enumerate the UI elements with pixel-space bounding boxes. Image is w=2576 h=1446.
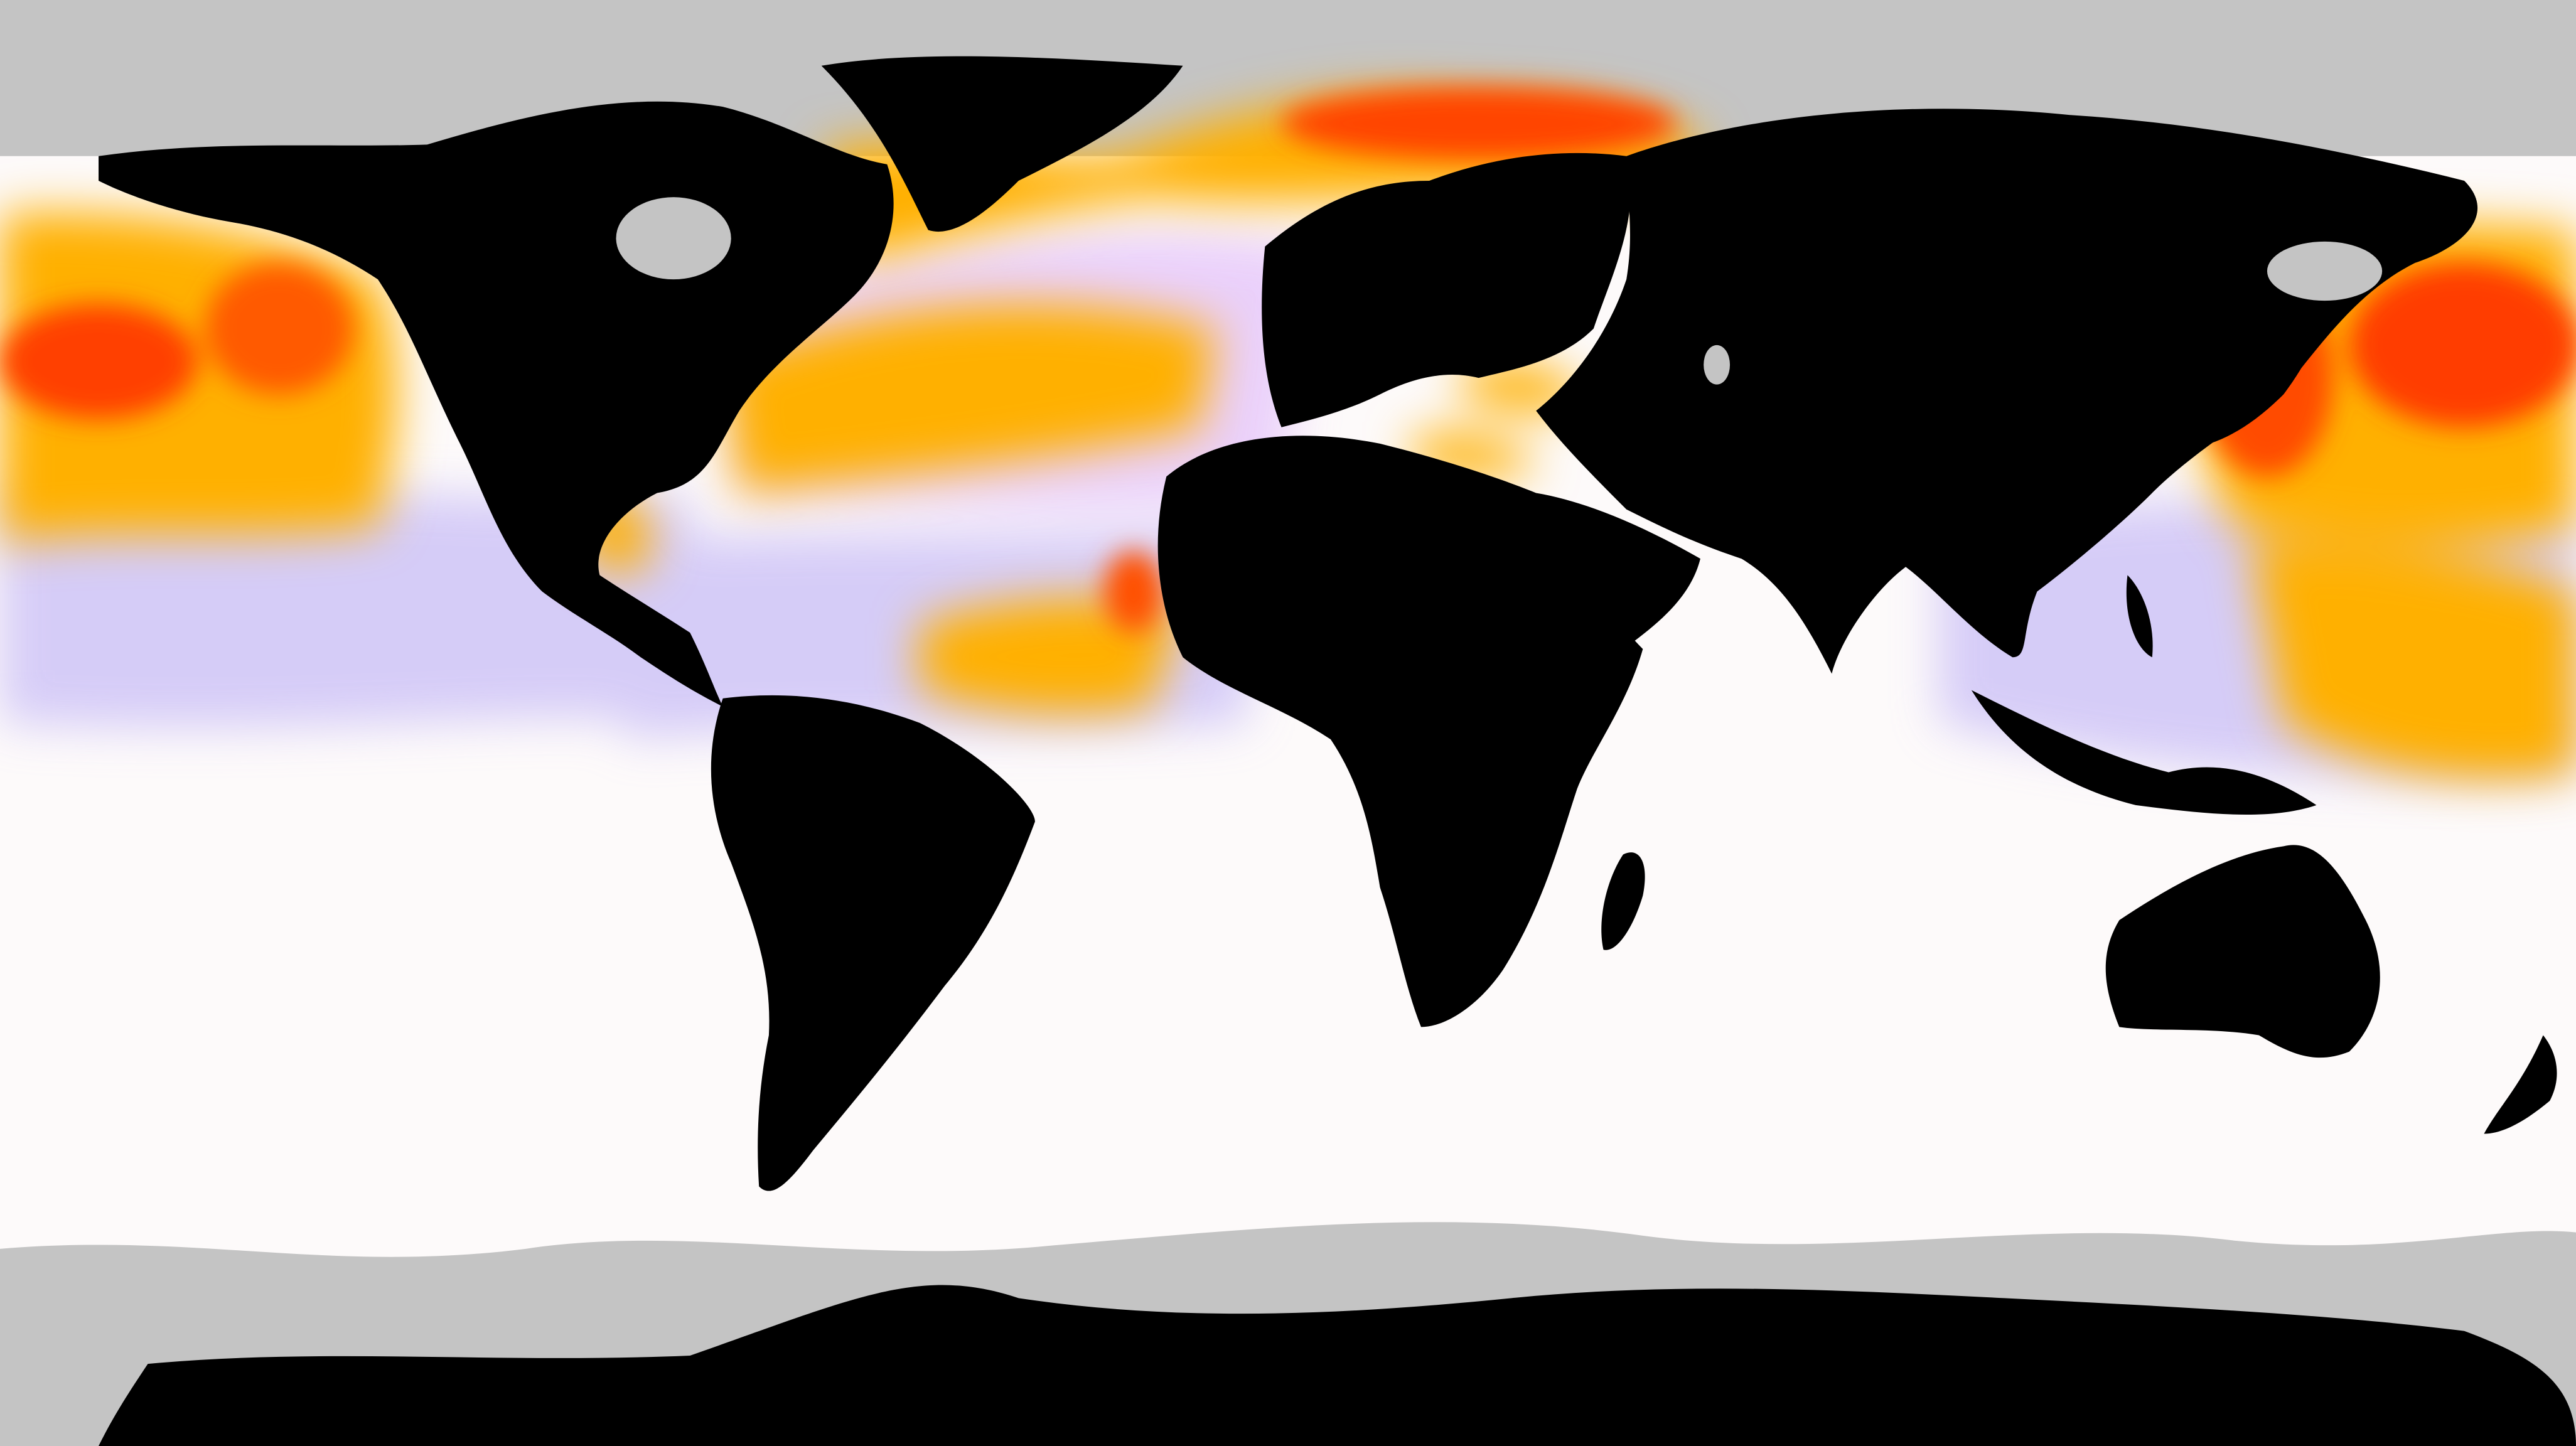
europe	[1262, 153, 1631, 427]
antarctica	[99, 1285, 2576, 1446]
australia	[2105, 845, 2380, 1058]
warm-anomaly-zones	[0, 94, 2576, 779]
japan	[2209, 304, 2319, 444]
continents	[99, 56, 2576, 1446]
arabian-peninsula	[1536, 493, 1700, 641]
africa	[1157, 436, 1643, 1027]
madagascar	[1601, 852, 1645, 950]
philippines	[2126, 575, 2153, 658]
antarctic-ice-edge	[0, 1191, 2576, 1257]
south-america	[711, 695, 1035, 1191]
new-zealand	[2484, 1035, 2557, 1134]
southeast-asia-islands	[1971, 690, 2317, 815]
greenland	[821, 56, 1183, 232]
sea-ice-patches	[616, 197, 2383, 385]
asia	[1536, 109, 2478, 674]
